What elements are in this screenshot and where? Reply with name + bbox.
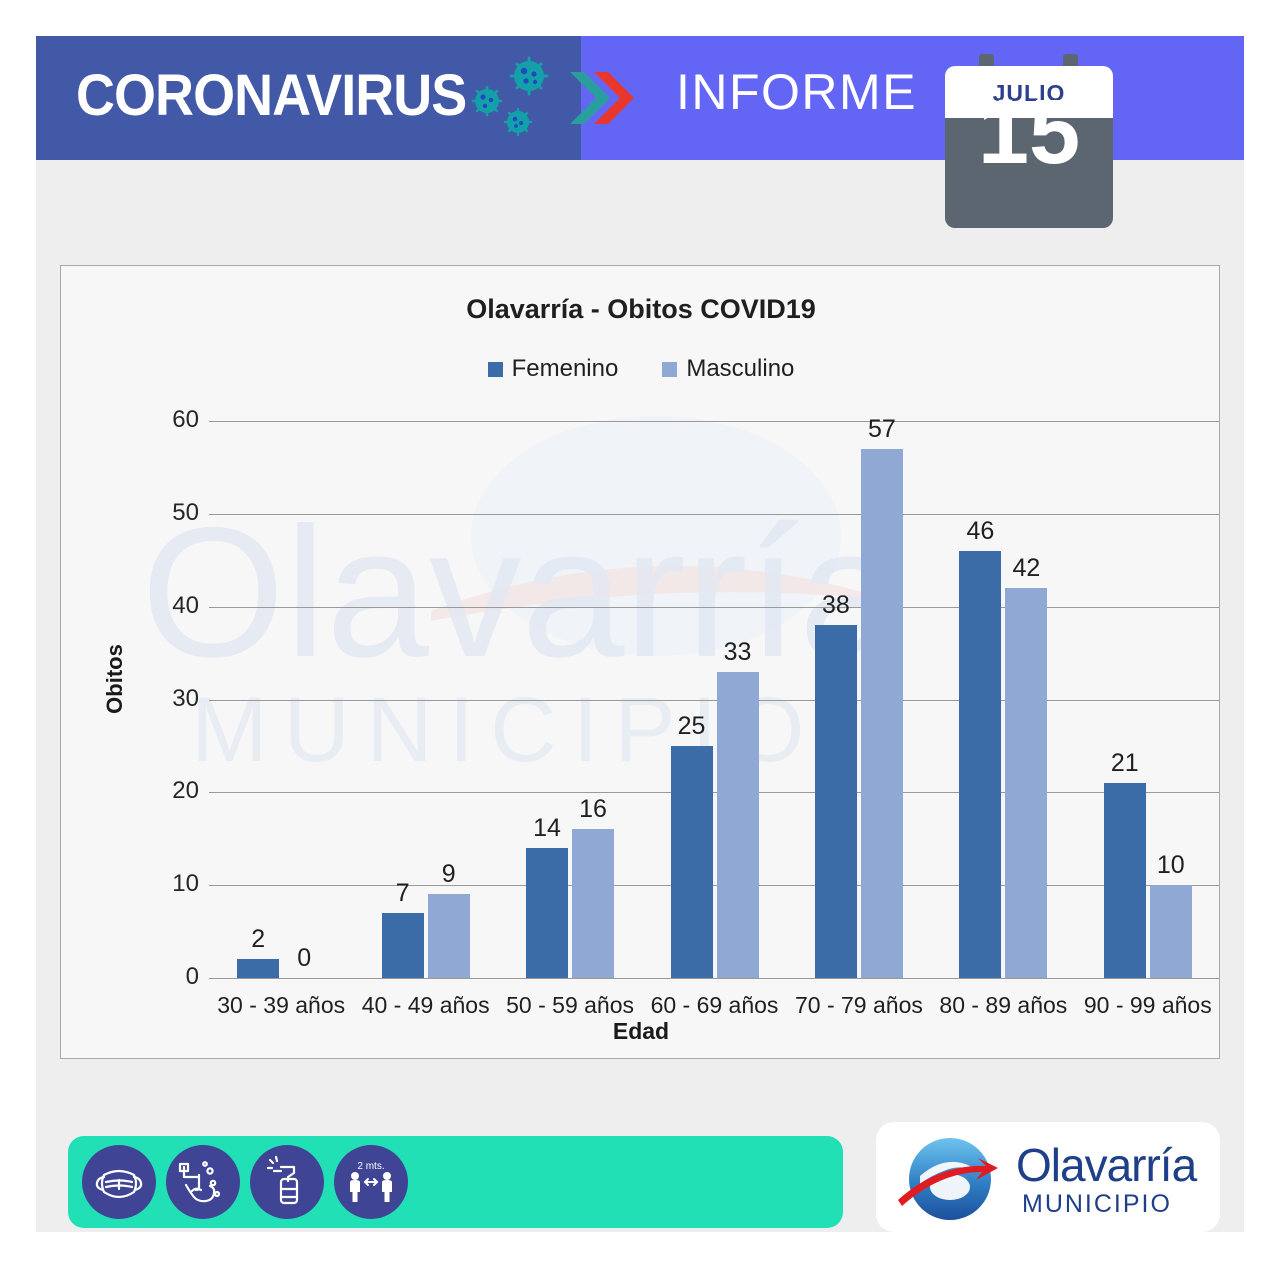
social-distancing-icon[interactable]: 2 mts. [334, 1145, 408, 1219]
y-axis-tick: 10 [172, 870, 199, 898]
x-axis-label: Edad [612, 1018, 670, 1044]
x-axis-tick: 90 - 99 años [1083, 992, 1212, 1018]
legend-item-femenino[interactable]: Femenino [487, 355, 619, 383]
calendar-month: JULIO [992, 80, 1066, 106]
x-axis-tick: 60 - 69 años [650, 992, 779, 1018]
gridline [209, 792, 1219, 794]
virus-icon [466, 52, 566, 148]
chart-panel: Olavarría MUNICIPIO Olavarría - Obitos C… [60, 265, 1220, 1059]
bar-femenino-2[interactable] [526, 848, 569, 978]
gridline [209, 885, 1219, 887]
x-axis-tick: 40 - 49 años [361, 992, 490, 1018]
bar-femenino-3[interactable] [670, 745, 713, 978]
gridline [209, 513, 1219, 515]
logo-subtitle: MUNICIPIO [1022, 1190, 1172, 1218]
header-banner: CORONAVIRUS [36, 36, 1244, 228]
x-axis-tick: 70 - 79 años [794, 992, 923, 1018]
x-axis-tick: 80 - 89 años [939, 992, 1068, 1018]
bar-femenino-0[interactable] [237, 959, 280, 978]
gridline [209, 606, 1219, 608]
double-chevron-icon [566, 66, 636, 130]
y-axis-tick: 40 [172, 591, 199, 619]
gridline [209, 978, 1219, 979]
bar-value-label: 57 [868, 414, 896, 443]
face-mask-icon[interactable] [82, 1145, 156, 1219]
legend-label-femenino: Femenino [511, 355, 619, 382]
svg-text:2 mts.: 2 mts. [357, 1161, 384, 1172]
calendar-day: 15 [977, 81, 1081, 183]
legend-swatch-femenino [487, 361, 503, 377]
handwashing-icon[interactable] [166, 1145, 240, 1219]
y-axis-tick: 0 [185, 963, 199, 990]
gridline [209, 699, 1219, 701]
chart-plot-area: 0 10 20 30 40 50 60 2 0 30 - 39 años 7 9 40 - 49 año… [61, 266, 1219, 1058]
bar-femenino-5[interactable] [959, 550, 1002, 978]
infographic-page: CORONAVIRUS [36, 36, 1244, 1232]
y-axis-label: Obitos [102, 644, 127, 714]
bar-value-label: 33 [723, 637, 752, 666]
bar-value-label: 14 [533, 814, 561, 843]
bar-masculino-4[interactable] [860, 448, 903, 978]
report-label: INFORME [676, 64, 918, 120]
header-right-panel [581, 36, 1244, 160]
sanitizer-spray-icon[interactable] [250, 1145, 324, 1219]
bar-femenino-6[interactable] [1103, 783, 1146, 978]
bar-femenino-4[interactable] [814, 625, 857, 978]
bar-masculino-2[interactable] [572, 829, 615, 978]
calendar-header [945, 66, 1113, 118]
bar-value-label: 25 [677, 711, 706, 740]
legend-item-masculino[interactable]: Masculino [662, 355, 794, 383]
bar-value-label: 46 [966, 516, 995, 545]
x-axis-tick: 50 - 59 años [506, 992, 634, 1018]
prevention-measures-bar: 2 mts. [68, 1136, 843, 1228]
y-axis-tick: 30 [172, 684, 199, 712]
y-axis-tick: 20 [172, 777, 199, 805]
calendar-body [945, 118, 1113, 228]
y-axis-tick: 50 [172, 498, 199, 526]
bar-masculino-1[interactable] [427, 894, 470, 978]
gridline [209, 421, 1219, 422]
bar-masculino-3[interactable] [716, 671, 759, 978]
bar-value-label: 10 [1156, 851, 1185, 880]
calendar-icon: JULIO 15 [945, 54, 1113, 228]
bar-value-label: 42 [1012, 554, 1041, 583]
chart-legend: Femenino Masculino [61, 355, 1219, 383]
logo-name: Olavarría [1016, 1139, 1197, 1191]
bar-value-label: 9 [441, 860, 456, 889]
olavarria-logo[interactable]: Olavarría MUNICIPIO [876, 1122, 1220, 1232]
bar-value-label: 16 [579, 795, 607, 824]
bar-value-label: 7 [395, 879, 410, 908]
bar-value-label: 21 [1110, 749, 1139, 778]
bar-value-label: 0 [297, 944, 312, 972]
bar-femenino-1[interactable] [381, 913, 424, 978]
olavarria-swoosh-logo-icon [898, 1138, 998, 1220]
bar-value-label: 2 [251, 925, 266, 954]
bar-masculino-6[interactable] [1149, 885, 1192, 978]
page-title: CORONAVIRUS [76, 63, 467, 128]
chart-title: Olavarría - Obitos COVID19 [466, 294, 816, 324]
legend-label-masculino: Masculino [686, 355, 795, 382]
bar-masculino-5[interactable] [1005, 588, 1048, 978]
legend-swatch-masculino [662, 361, 678, 377]
x-axis-tick: 30 - 39 años [217, 992, 346, 1018]
bar-value-label: 38 [822, 591, 850, 620]
y-axis-tick: 60 [172, 406, 199, 433]
